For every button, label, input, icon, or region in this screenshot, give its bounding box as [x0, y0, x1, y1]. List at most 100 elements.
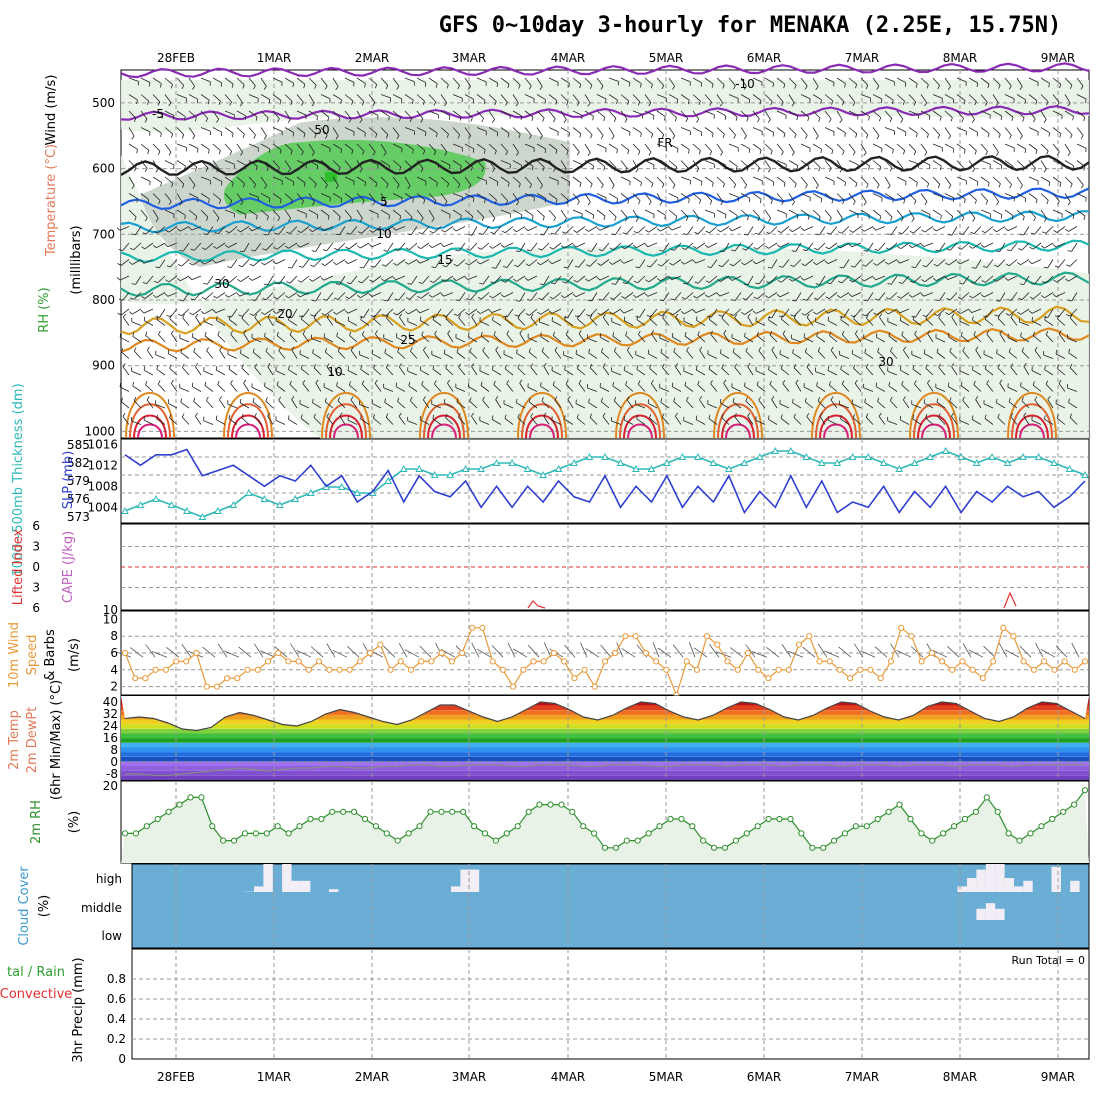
wind10m-speed-point	[990, 658, 997, 665]
wind-barb-flag	[147, 100, 150, 105]
wind-barb-flag	[699, 346, 703, 351]
wind-barb	[289, 334, 298, 343]
wind-barb	[782, 383, 790, 392]
wind-barb	[182, 416, 190, 425]
wind-barb-flag	[240, 349, 242, 354]
wind-barb	[588, 352, 598, 359]
wind-barb-flag	[327, 166, 330, 171]
wind-barb-flag	[375, 133, 378, 138]
wind10m-speed-point	[377, 641, 384, 648]
wind-barb	[435, 308, 442, 318]
wind-barb-flag	[350, 346, 354, 351]
wind-barb	[812, 110, 821, 119]
wind10m-barb	[838, 646, 852, 658]
rh2m-point	[874, 815, 881, 823]
wind-barb	[299, 292, 310, 298]
wind10m-barb	[145, 644, 156, 658]
wind10m-speed-point	[724, 658, 731, 665]
wind-barb-flag	[863, 152, 867, 156]
wind-barb	[447, 333, 454, 343]
wind-barb	[637, 275, 646, 284]
wind-barb	[973, 226, 982, 234]
temperature-band	[121, 752, 1089, 757]
wind10m-barb	[310, 646, 324, 658]
wind-barb-flag	[576, 102, 580, 107]
wind-barb	[146, 399, 154, 409]
wind-barb-flag	[961, 167, 965, 172]
wind10m-speed-point	[509, 683, 517, 690]
wind-barb	[1010, 416, 1018, 425]
thickness-line-point	[554, 464, 563, 472]
wind-barb-flag	[614, 167, 617, 172]
wind-barb	[575, 292, 586, 298]
wind-barb	[591, 292, 598, 302]
wind-barb-flag	[696, 118, 700, 123]
wind-barb	[935, 387, 946, 392]
wind-barb	[872, 209, 882, 217]
wind-barb-flag	[922, 265, 927, 268]
wind-barb	[962, 350, 970, 359]
wind-barb	[396, 386, 406, 392]
wind-barb	[872, 110, 881, 118]
wind-barb	[936, 401, 946, 409]
wind-barb	[323, 275, 334, 281]
rh2m-point	[263, 830, 270, 837]
wind10m-speed-point	[898, 624, 905, 631]
wind-barb	[504, 226, 514, 234]
wind-barb-flag	[239, 250, 245, 253]
wind-barb	[908, 176, 918, 183]
wind-barb	[660, 226, 670, 232]
wind10m-speed-point	[203, 683, 210, 690]
wind-barb	[683, 420, 694, 425]
wind-barb-flag	[698, 150, 701, 155]
wind-barb	[613, 292, 622, 300]
wind-barb-flag	[360, 415, 362, 420]
wind-barb-flag	[265, 397, 268, 402]
wind-barb	[332, 127, 339, 137]
wind-barb	[1007, 337, 1018, 343]
wind-barb-flag	[310, 264, 315, 267]
wind-barb-flag	[314, 183, 317, 188]
wind-barb	[1064, 94, 1071, 104]
wind-barb-flag	[659, 299, 664, 302]
cape-axis-label: CAPE (J/kg)	[61, 531, 76, 603]
wind-barb	[336, 308, 346, 315]
wind-barb	[432, 368, 442, 376]
wind-barb	[128, 77, 139, 82]
rh2m-units-axis-label: (%)	[67, 811, 82, 834]
wind-barb-flag	[1059, 84, 1062, 89]
wind-barb-flag	[231, 133, 234, 138]
wind-barb-flag	[717, 278, 721, 282]
wind-barb	[875, 275, 886, 281]
wind-barb	[660, 352, 670, 359]
wind-barb	[452, 77, 460, 86]
wind10m-barb	[224, 650, 240, 658]
wind-barb-flag	[947, 86, 951, 90]
wind-barb	[289, 384, 298, 392]
wind-barb-flag	[491, 267, 497, 269]
wind-barb-flag	[612, 381, 614, 386]
wind-barb	[836, 176, 846, 183]
wind-barb	[368, 209, 379, 215]
wind-barb-flag	[264, 382, 266, 387]
wind10m-barb	[600, 644, 612, 658]
wind-barb-flag	[528, 397, 531, 402]
wind-barb	[229, 226, 238, 234]
wind-barb-flag	[974, 101, 977, 106]
wind-barb-flag	[482, 396, 485, 401]
wind-barb-flag	[134, 167, 137, 172]
wind-barb-flag	[129, 247, 134, 251]
rh2m-point	[689, 823, 696, 830]
wind-barb-flag	[916, 182, 918, 187]
wind-barb	[524, 110, 534, 118]
wind-barb	[803, 226, 814, 231]
wind-barb-flag	[238, 314, 243, 317]
wind-barb	[744, 385, 754, 392]
wind-barb	[560, 143, 569, 152]
wind-barb	[320, 209, 330, 217]
wind-barb-flag	[256, 215, 258, 220]
wind-barb	[362, 334, 370, 343]
wind-barb	[812, 77, 819, 87]
wind-barb	[265, 242, 274, 251]
wind-barb-flag	[736, 215, 738, 220]
